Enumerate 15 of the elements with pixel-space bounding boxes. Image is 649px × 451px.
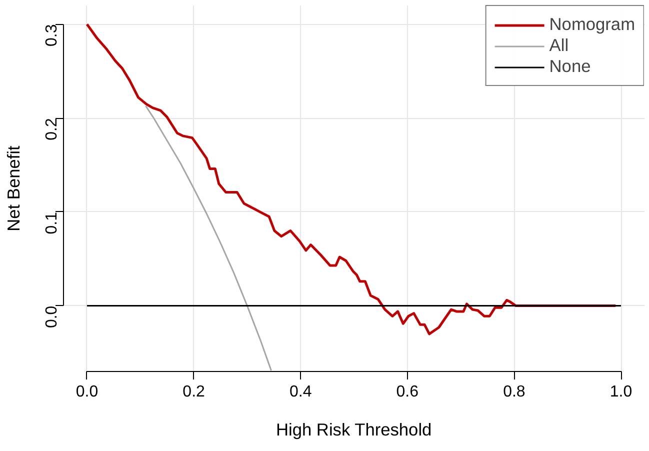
y-tick-label: 0.3 — [44, 24, 60, 47]
legend-label: Nomogram — [549, 14, 635, 35]
x-tick-label: 0.4 — [289, 384, 312, 400]
legend-label: None — [549, 56, 591, 77]
y-tick-label: 0.2 — [44, 118, 60, 140]
x-axis-title: High Risk Threshold — [276, 420, 432, 440]
x-tick-label: 1.0 — [610, 384, 632, 400]
x-tick-label: 0.0 — [76, 384, 98, 400]
y-tick-label: 0.0 — [44, 306, 60, 328]
y-tick-label: 0.1 — [44, 212, 60, 234]
legend-label: All — [549, 35, 570, 56]
x-tick-label: 0.8 — [503, 384, 526, 400]
x-tick-label: 0.6 — [396, 384, 419, 400]
x-tick-label: 0.2 — [182, 384, 206, 400]
y-axis-title: Net Benefit — [4, 145, 24, 232]
